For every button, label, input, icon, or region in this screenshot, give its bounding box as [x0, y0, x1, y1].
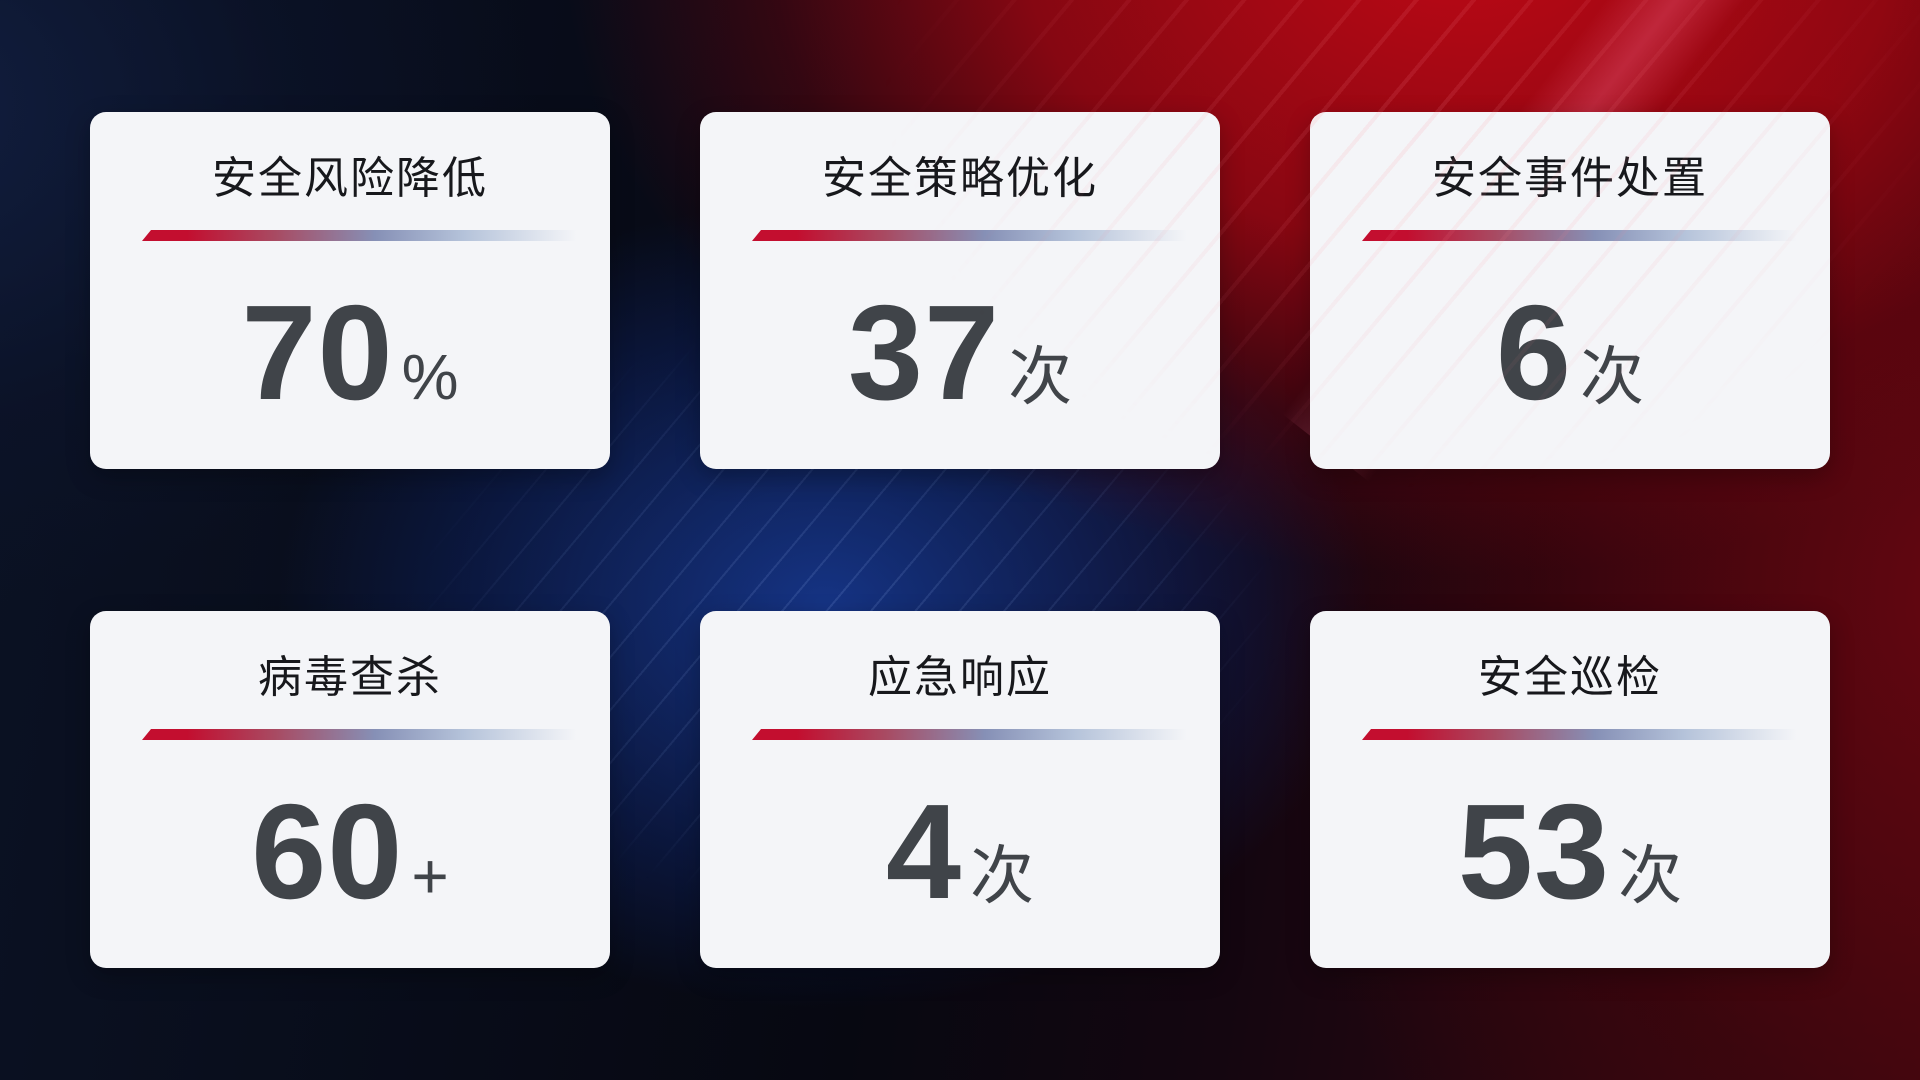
card-value: 37 次 — [700, 285, 1220, 420]
value-number: 60 — [251, 776, 404, 927]
value-number: 4 — [885, 776, 963, 927]
stat-card-incident-handling: 安全事件处置 6 次 — [1310, 112, 1830, 469]
card-title: 安全巡检 — [1478, 653, 1662, 702]
value-unit: 次 — [1580, 341, 1645, 413]
card-value: 53 次 — [1310, 784, 1830, 919]
gradient-divider — [752, 230, 1200, 241]
card-title: 应急响应 — [868, 653, 1052, 702]
card-title: 安全策略优化 — [822, 154, 1098, 203]
value-unit: + — [411, 840, 449, 912]
card-value: 6 次 — [1310, 285, 1830, 420]
value-number: 70 — [241, 277, 394, 428]
stat-card-security-inspection: 安全巡检 53 次 — [1310, 611, 1830, 968]
value-unit: 次 — [970, 840, 1035, 912]
value-unit: % — [401, 341, 459, 413]
value-number: 37 — [847, 277, 1001, 428]
stat-card-policy-optimization: 安全策略优化 37 次 — [700, 112, 1220, 469]
value-number: 6 — [1495, 277, 1573, 428]
card-title: 安全风险降低 — [212, 154, 488, 203]
gradient-divider — [142, 230, 590, 241]
gradient-divider — [1362, 230, 1810, 241]
card-title: 病毒查杀 — [258, 653, 442, 702]
stat-card-emergency-response: 应急响应 4 次 — [700, 611, 1220, 968]
gradient-divider — [142, 729, 590, 740]
card-value: 70 % — [90, 285, 610, 420]
value-unit: 次 — [1618, 840, 1683, 912]
value-unit: 次 — [1008, 341, 1073, 413]
card-value: 60 + — [90, 784, 610, 919]
stat-card-virus-scan: 病毒查杀 60 + — [90, 611, 610, 968]
gradient-divider — [752, 729, 1200, 740]
value-number: 53 — [1457, 776, 1611, 927]
card-value: 4 次 — [700, 784, 1220, 919]
card-title: 安全事件处置 — [1432, 154, 1708, 203]
gradient-divider — [1362, 729, 1810, 740]
stat-card-risk-reduction: 安全风险降低 70 % — [90, 112, 610, 469]
